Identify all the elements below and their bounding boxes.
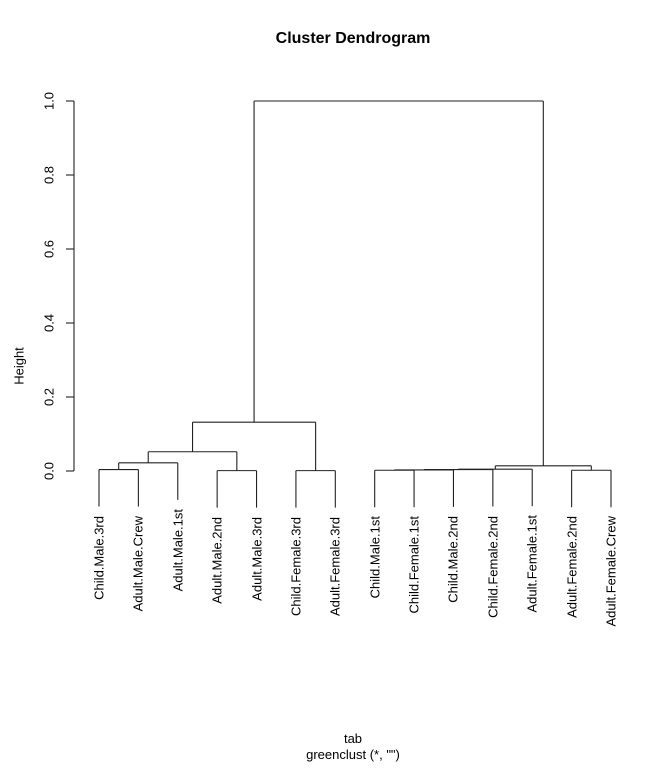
y-tick-label: 0.2	[41, 387, 57, 407]
leaf-label: Adult.Female.2nd	[564, 516, 580, 619]
leaf-label: Child.Male.3rd	[91, 515, 107, 600]
leaf-label: Child.Female.2nd	[485, 515, 501, 618]
leaf-label: Adult.Male.1st	[170, 508, 186, 592]
leaf-label: Child.Male.1st	[367, 516, 383, 599]
y-tick-label: 0.0	[41, 461, 57, 481]
leaf-label: Child.Male.2nd	[445, 515, 461, 603]
y-tick-label: 0.4	[41, 313, 57, 333]
y-tick-label: 0.6	[41, 239, 57, 259]
leaf-label: Child.Female.1st	[406, 516, 422, 614]
y-tick-label: 0.8	[41, 165, 57, 185]
leaf-label: Adult.Male.3rd	[249, 516, 265, 601]
leaf-label: Adult.Male.Crew	[130, 515, 146, 611]
chart-title: Cluster Dendrogram	[275, 30, 431, 47]
leaf-label: Adult.Female.Crew	[603, 516, 619, 627]
leaf-label: Adult.Female.1st	[524, 515, 540, 613]
x-caption-variable: tab	[343, 731, 363, 746]
leaf-label: Adult.Female.3rd	[327, 516, 343, 616]
leaf-label: Adult.Male.2nd	[209, 516, 225, 604]
y-tick-label: 1.0	[41, 91, 57, 111]
x-caption-method: greenclust (*, "")	[306, 747, 400, 762]
leaf-label: Child.Female.3rd	[288, 516, 304, 616]
